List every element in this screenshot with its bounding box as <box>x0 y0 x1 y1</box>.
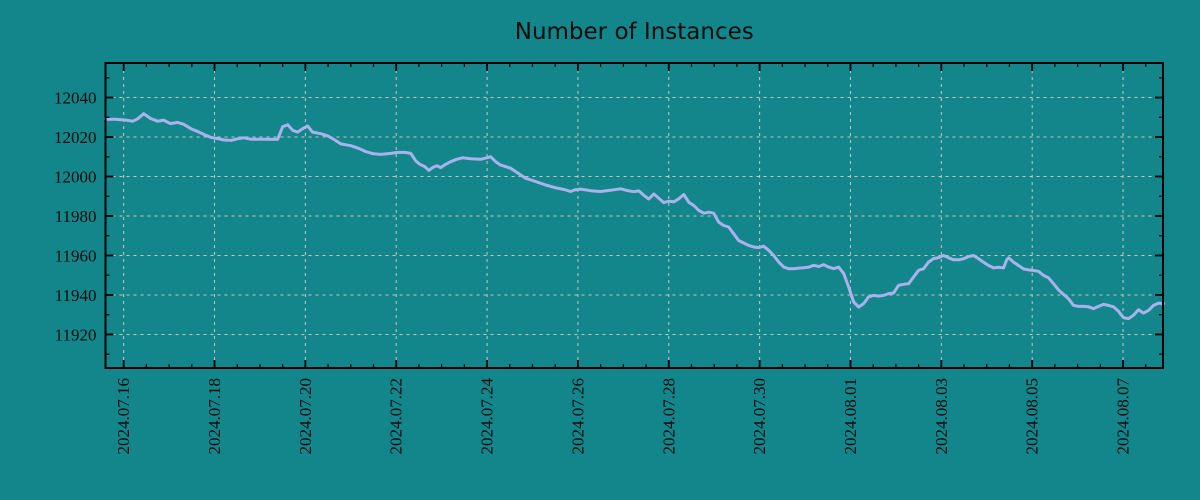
y-tick-label: 12000 <box>54 168 97 187</box>
x-tick-label: 2024.07.28 <box>659 378 678 455</box>
x-tick-label: 2024.07.24 <box>478 378 497 455</box>
y-tick-label: 11980 <box>55 207 97 226</box>
y-tick-label: 11940 <box>55 286 97 305</box>
chart-title: Number of Instances <box>515 19 754 45</box>
x-tick-label: 2024.07.26 <box>568 378 587 455</box>
x-tick-label: 2024.07.22 <box>387 378 406 455</box>
data-layer <box>104 112 1165 321</box>
y-tick-label: 11960 <box>55 246 97 265</box>
x-tick-label: 2024.07.16 <box>114 378 133 455</box>
y-tick-label: 12040 <box>54 89 97 108</box>
x-tick-label: 2024.08.07 <box>1114 378 1133 455</box>
label-layer: 11920 11940 11960 11980 12000 12020 12040 2024.… <box>54 89 1133 455</box>
grid-layer <box>105 63 1163 368</box>
x-tick-label: 2024.08.05 <box>1023 378 1042 455</box>
data-line <box>104 112 1165 321</box>
x-tick-label: 2024.07.30 <box>750 378 769 455</box>
y-tick-label: 12020 <box>54 128 97 147</box>
y-tick-label: 11920 <box>55 325 97 344</box>
x-tick-label: 2024.08.03 <box>932 378 951 455</box>
x-tick-label: 2024.07.18 <box>205 378 224 455</box>
plot-border <box>104 62 1164 369</box>
x-tick-label: 2024.07.20 <box>296 378 315 455</box>
x-tick-label: 2024.08.01 <box>841 378 860 455</box>
axis-layer <box>104 62 1164 369</box>
